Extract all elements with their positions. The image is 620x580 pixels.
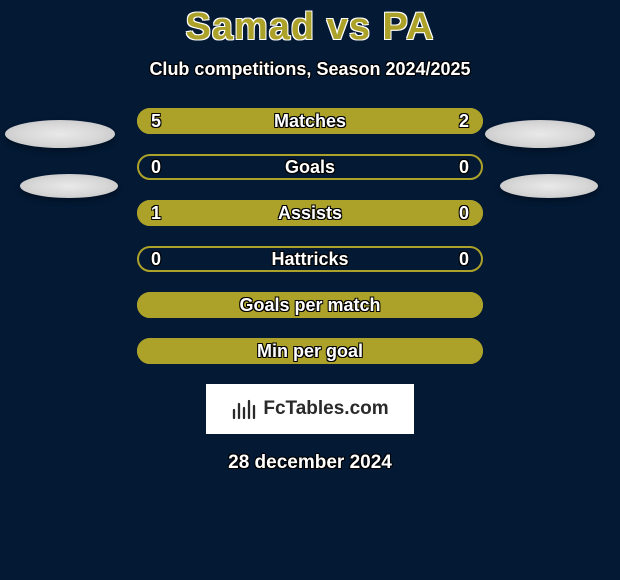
stat-value-left: 5 [151, 108, 161, 134]
stat-value-left: 1 [151, 200, 161, 226]
page-title: Samad vs PA [0, 0, 620, 49]
page-subtitle: Club competitions, Season 2024/2025 [0, 59, 620, 80]
stat-track [137, 154, 483, 180]
player-left-shadow-1 [5, 120, 115, 148]
stat-row-hattricks: 0 Hattricks 0 [137, 246, 483, 272]
stat-row-matches: 5 Matches 2 [137, 108, 483, 134]
stat-track [137, 246, 483, 272]
stat-value-right: 0 [459, 246, 469, 272]
fctables-logo-text: FcTables.com [263, 398, 388, 420]
stat-row-goals: 0 Goals 0 [137, 154, 483, 180]
stat-row-assists: 1 Assists 0 [137, 200, 483, 226]
fctables-logo: FcTables.com [231, 398, 388, 420]
player-right-shadow-2 [500, 174, 598, 198]
bar-chart-icon [231, 398, 257, 420]
player-left-shadow-2 [20, 174, 118, 198]
stat-rows: 5 Matches 2 0 Goals 0 1 Assists 0 0 Hatt… [137, 108, 483, 364]
stat-value-right: 0 [459, 154, 469, 180]
stat-value-left: 0 [151, 246, 161, 272]
stat-fill-right [407, 200, 483, 226]
stat-row-min-per-goal: Min per goal [137, 338, 483, 364]
stat-fill-left [137, 292, 483, 318]
player-right-shadow-1 [485, 120, 595, 148]
footer-date: 28 december 2024 [0, 452, 620, 474]
stat-value-right: 0 [459, 200, 469, 226]
stat-value-right: 2 [459, 108, 469, 134]
stat-fill-left [137, 108, 372, 134]
stat-fill-left [137, 200, 407, 226]
fctables-logo-box: FcTables.com [206, 384, 414, 434]
stat-row-goals-per-match: Goals per match [137, 292, 483, 318]
stat-fill-left [137, 338, 483, 364]
comparison-stage: 5 Matches 2 0 Goals 0 1 Assists 0 0 Hatt… [0, 108, 620, 364]
stat-value-left: 0 [151, 154, 161, 180]
